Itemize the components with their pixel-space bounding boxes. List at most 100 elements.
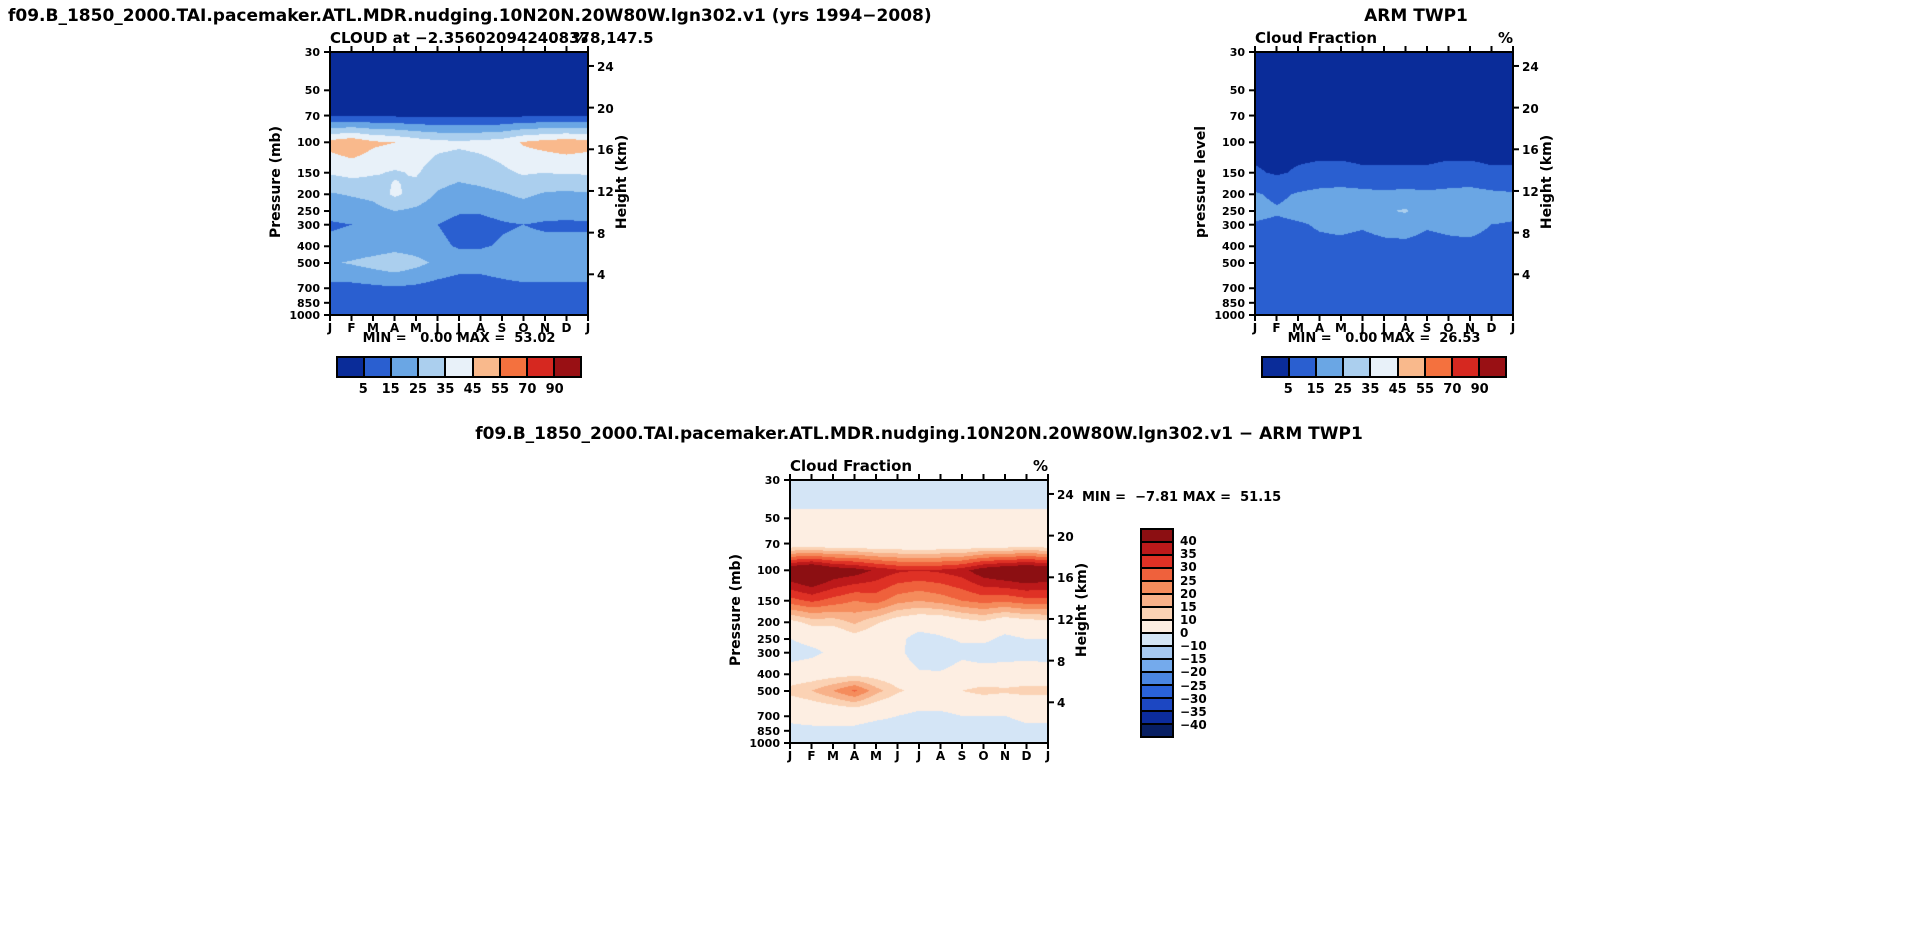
pressure-tick-label: 30 (1229, 46, 1245, 59)
colorbar-tick-label: 45 (463, 382, 482, 397)
month-tick-label: O (1443, 321, 1454, 335)
colorbar-tick-label: −30 (1180, 691, 1207, 706)
month-tick-label: J (327, 321, 333, 335)
pressure-tick-label: 400 (297, 240, 320, 254)
colorbar-tick-label: 15 (381, 382, 400, 397)
month-tick-label: J (1360, 321, 1365, 335)
month-tick-label: M (1292, 321, 1304, 335)
colorbar-tick-label: 15 (1306, 382, 1325, 397)
colorbar-tick-label: 35 (1361, 382, 1380, 397)
height-axis-title: Height (km) (1539, 134, 1555, 230)
pressure-tick-label: 1000 (289, 309, 320, 322)
colorbar-tick-label: 45 (1388, 382, 1407, 397)
difference-panel: Cloud Fraction % Pressure (mb) Height (k… (706, 428, 1281, 840)
colorbar-segment (419, 358, 447, 376)
colorbar-tick-label: 20 (1180, 586, 1197, 601)
month-tick-label: N (1464, 321, 1476, 335)
pressure-tick-label: 300 (1222, 218, 1245, 232)
obs-cloud-panel: Cloud Fraction % pressure level Height (… (1171, 0, 1691, 412)
obs-heatmap-canvas (1255, 52, 1513, 315)
plot-box (329, 51, 589, 316)
pressure-tick-label: 1000 (1214, 309, 1245, 322)
month-tick-label: M (410, 321, 422, 335)
height-tick-label: 12 (597, 184, 614, 199)
height-tick-label: 16 (1522, 143, 1539, 158)
colorbar-tick-label: 5 (1283, 382, 1293, 397)
pressure-tick-label: 250 (757, 633, 780, 647)
height-tick-label: 4 (1522, 268, 1531, 283)
pressure-tick-label: 500 (757, 685, 780, 698)
percent-units-label: % (572, 29, 588, 47)
month-tick-label: O (978, 749, 989, 763)
month-tick-label: J (435, 321, 440, 335)
plot-subtitle-text: CLOUD at −2.356020942408378,147.5 (330, 29, 654, 47)
colorbar-tick-label: 25 (408, 382, 428, 397)
plot-subtitle: Cloud Fraction % (1255, 29, 1513, 47)
difference-title: f09.B_1850_2000.TAI.pacemaker.ATL.MDR.nu… (475, 424, 1363, 444)
pressure-tick-label: 150 (1222, 166, 1245, 180)
height-tick-label: 20 (597, 101, 614, 116)
colorbar-segment (1142, 543, 1172, 556)
colorbar-tick-label: 25 (1180, 573, 1197, 588)
pressure-tick-label: 70 (1229, 109, 1245, 123)
month-tick-label: A (1400, 321, 1411, 335)
colorbar-segment (1142, 569, 1172, 582)
colorbar-segment (1452, 358, 1480, 376)
month-tick-label: J (916, 749, 922, 763)
height-tick-label: 20 (1057, 529, 1074, 544)
pressure-tick-label: 30 (304, 46, 320, 59)
height-tick-label: 16 (597, 143, 614, 158)
colorbar-tick-label: 30 (1180, 560, 1197, 575)
colorbar-segment (1142, 556, 1172, 569)
colorbar-segment (1142, 582, 1172, 595)
percent-units-label: % (1497, 29, 1513, 47)
colorbar-tick-label: 10 (1180, 612, 1197, 627)
colorbar-tick-label: 70 (1443, 382, 1462, 397)
colorbar-tick-label: −25 (1180, 678, 1207, 693)
colorbar-tick-label: 35 (1180, 547, 1197, 562)
pressure-tick-label: 200 (757, 616, 780, 630)
colorbar-tick-label: 15 (1180, 599, 1197, 614)
height-axis-title: Height (km) (614, 134, 630, 230)
colorbar-segment (1290, 358, 1318, 376)
colorbar-segment (1142, 647, 1172, 660)
month-tick-label: O (518, 321, 529, 335)
pressure-tick-label: 50 (1229, 84, 1245, 98)
month-tick-label: J (456, 321, 462, 335)
colorbar-tick-label: 25 (1333, 382, 1353, 397)
height-tick-label: 24 (597, 59, 614, 74)
colorbar-segment (1142, 699, 1172, 712)
colorbar-segment (500, 358, 528, 376)
colorbar-tick-label: 90 (545, 382, 564, 397)
colorbar-tick-label: −40 (1180, 717, 1207, 732)
pressure-tick-label: 850 (297, 296, 320, 310)
pressure-tick-label: 400 (1222, 240, 1245, 254)
colorbar-segment (1371, 358, 1399, 376)
height-tick-label: 20 (1522, 101, 1539, 116)
colorbar-segment (1425, 358, 1453, 376)
month-tick-label: A (935, 749, 946, 763)
month-tick-label: F (347, 321, 356, 335)
month-tick-label: M (1335, 321, 1347, 335)
month-tick-label: A (1314, 321, 1325, 335)
month-tick-label: D (561, 321, 572, 335)
height-tick-label: 8 (1057, 654, 1066, 669)
height-tick-label: 4 (1057, 696, 1066, 711)
pressure-tick-label: 200 (297, 188, 320, 202)
colorbar-segment (1142, 673, 1172, 686)
cloud-colorbar (336, 356, 582, 378)
month-tick-label: M (827, 749, 839, 763)
colorbar-segment (1398, 358, 1426, 376)
month-tick-label: M (870, 749, 882, 763)
plot-subtitle-text: Cloud Fraction (1255, 29, 1378, 47)
diff-axes-frame (784, 474, 1054, 749)
pressure-tick-label: 100 (297, 136, 320, 150)
colorbar-tick-label: 40 (1180, 534, 1197, 549)
colorbar-segment (1142, 712, 1172, 725)
month-tick-label: J (1045, 749, 1051, 763)
colorbar-segment (1479, 358, 1505, 376)
month-tick-label: S (1422, 321, 1432, 335)
minmax-label: MIN = 0.00 MAX = 53.02 (362, 331, 556, 346)
pressure-tick-label: 250 (1222, 205, 1245, 219)
height-tick-label: 8 (597, 226, 606, 241)
